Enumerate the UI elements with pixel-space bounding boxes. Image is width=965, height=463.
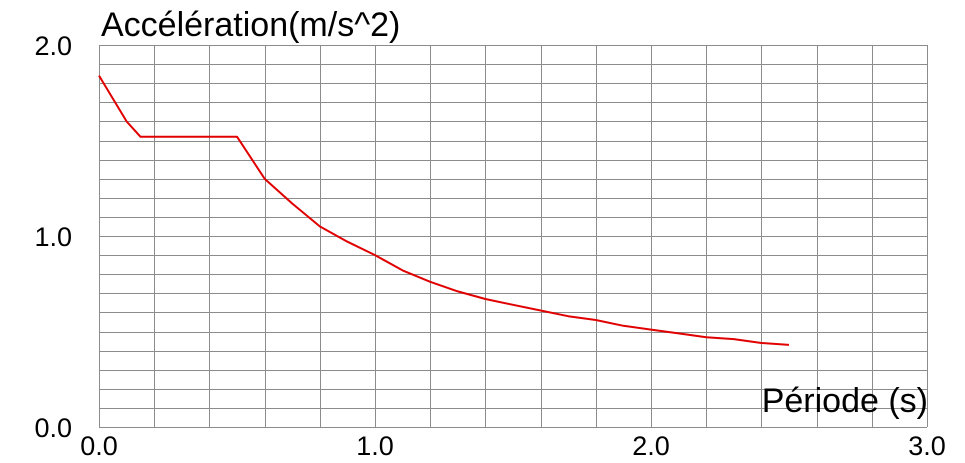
x-tick-label: 2.0 xyxy=(632,431,670,461)
x-tick-label: 1.0 xyxy=(356,431,394,461)
x-tick-label: 3.0 xyxy=(908,431,946,461)
y-tick-label: 2.0 xyxy=(34,31,72,61)
tick-labels: 0.0 1.0 2.0 3.0 0.0 1.0 2.0 xyxy=(34,31,945,461)
grid xyxy=(99,45,928,428)
y-tick-label: 0.0 xyxy=(34,413,72,443)
y-tick-label: 1.0 xyxy=(34,222,72,252)
series-line xyxy=(98,75,790,346)
y-axis-title: Accélération(m/s^2) xyxy=(101,6,400,44)
x-axis-title: Période (s) xyxy=(762,382,928,420)
series-layer xyxy=(98,75,790,346)
x-tick-label: 0.0 xyxy=(80,431,118,461)
